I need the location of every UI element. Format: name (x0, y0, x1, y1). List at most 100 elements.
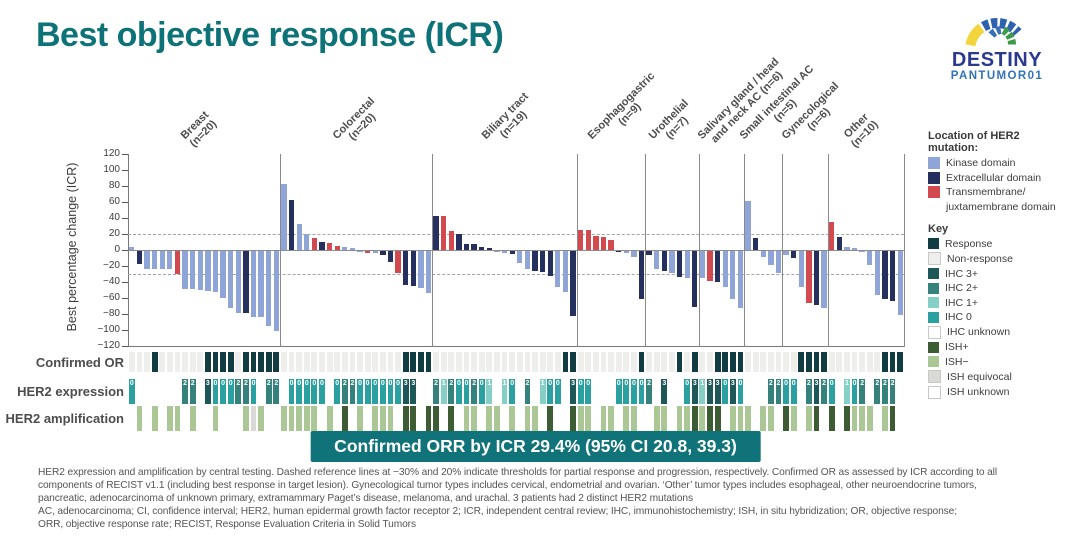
her2-expression-tile: 1 (486, 379, 493, 404)
her2-expression-tile: 0 (456, 379, 462, 404)
y-tick-label: 80 (108, 180, 120, 191)
orr-banner: Confirmed ORR by ICR 29.4% (95% CI 20.8,… (310, 431, 761, 462)
group-label: Biliary tract (n=19) (479, 90, 531, 143)
her2-expression-tile: 0 (334, 379, 341, 404)
her2-amplification-tile (790, 406, 797, 431)
confirmed-or-tile (745, 352, 751, 372)
waterfall-bar (775, 251, 782, 273)
confirmed-or-tile (151, 352, 158, 372)
her2-amplification-tile (882, 406, 888, 431)
footnote-line: components of RECIST v1.1 (including bes… (38, 480, 977, 491)
waterfall-bar (174, 251, 181, 275)
her2-expression-tile: 2 (524, 379, 531, 404)
legend-label: IHC 0 (945, 311, 972, 323)
her2-expression-tile: 1 (501, 379, 508, 404)
waterfall-bar (631, 251, 637, 258)
confirmed-or-tile (676, 352, 683, 372)
waterfall-bar (159, 251, 165, 269)
her2-expression-tile: 0 (790, 379, 797, 404)
confirmed-or-tile (402, 352, 409, 372)
confirmed-or-tile (859, 352, 866, 372)
her2-amplification-tile (729, 406, 736, 431)
her2-amplification-tile (494, 406, 500, 431)
legend-label: IHC unknown (947, 326, 1011, 338)
confirmed-or-tile (684, 352, 691, 372)
y-tick-label: 0 (114, 244, 120, 255)
waterfall-bar (821, 251, 827, 308)
her2-amplification-tile (547, 406, 554, 431)
her2-expression-tile: 0 (828, 379, 835, 404)
confirmed-or-tile (410, 352, 417, 372)
waterfall-bar (167, 251, 173, 270)
her2-expression-tile: 0 (623, 379, 630, 404)
her2-amplification-tile (851, 406, 858, 431)
waterfall-bar (486, 248, 493, 250)
her2-amplification-tile (653, 406, 660, 431)
her2-amplification-tile (532, 406, 538, 431)
legend-swatch (928, 370, 941, 383)
confirmed-or-tile (836, 352, 843, 372)
her2-amplification-tile (577, 406, 584, 431)
legend-item: ISH equivocal (928, 370, 1070, 383)
her2-expression-tile: 0 (372, 379, 379, 404)
logo-text-destiny: DESTINY (951, 49, 1043, 71)
her2-amplification-tile (813, 406, 820, 431)
confirmed-or-tile (631, 352, 637, 372)
confirmed-or-tile (357, 352, 363, 372)
waterfall-bar (425, 251, 432, 293)
her2-expression-tile: 0 (684, 379, 691, 404)
waterfall-bar (395, 251, 401, 274)
waterfall-bar (501, 251, 508, 253)
destiny-arc-icon (965, 18, 1022, 47)
confirmed-or-tile (722, 352, 729, 372)
row-label-confirmed-or: Confirmed OR (35, 355, 124, 370)
waterfall-bar (509, 251, 515, 255)
confirmed-or-tile (281, 352, 287, 372)
confirmed-or-tile (265, 352, 272, 372)
y-tick-mark (122, 154, 128, 155)
her2-amplification-tile (631, 406, 637, 431)
waterfall-bar (266, 251, 272, 327)
legend-item: IHC unknown (928, 325, 1070, 339)
her2-amplification-tile (737, 406, 744, 431)
waterfall-bar (882, 251, 888, 299)
group-divider (744, 154, 746, 347)
legend-label: ISH− (945, 355, 969, 368)
her2-amplification-tile (189, 406, 196, 431)
legend-label: Extracellular domain (946, 171, 1042, 184)
her2-amplification-tile (174, 406, 181, 431)
waterfall-bar (433, 215, 439, 250)
confirmed-or-tile (866, 352, 873, 372)
waterfall-bar (326, 242, 333, 250)
her2-expression-tile: 1 (844, 379, 850, 404)
y-tick-label: −60 (103, 292, 120, 303)
her2-expression-tile: 1 (699, 379, 706, 404)
her2-amplification-tile (136, 406, 143, 431)
y-tick-mark (122, 314, 128, 315)
legend-label: Transmembrane/ (946, 186, 1026, 198)
confirmed-or-tile (471, 352, 478, 372)
her2-amplification-tile (600, 406, 607, 431)
her2-expression-tile: 1 (440, 379, 447, 404)
her2-expression-tile: 3 (204, 379, 211, 404)
legend-swatch (928, 238, 939, 249)
her2-expression-tile: 2 (805, 379, 812, 404)
her2-expression-tile: 2 (471, 379, 478, 404)
y-tick-mark (122, 202, 128, 203)
legend-label-cont: juxtamembrane domain (946, 200, 1056, 213)
waterfall-bar (228, 251, 234, 308)
y-tick-mark (122, 346, 128, 347)
confirmed-or-tile (767, 352, 774, 372)
confirmed-or-tile (577, 352, 584, 372)
confirmed-or-tile (258, 352, 265, 372)
waterfall-bar (479, 246, 485, 250)
waterfall-bar (212, 251, 219, 292)
waterfall-bar (524, 251, 531, 269)
waterfall-bar (380, 251, 386, 255)
waterfall-bar (197, 251, 203, 291)
confirmed-or-tile (227, 352, 234, 372)
her2-amplification-tile (387, 406, 394, 431)
her2-amplification-tile (714, 406, 721, 431)
